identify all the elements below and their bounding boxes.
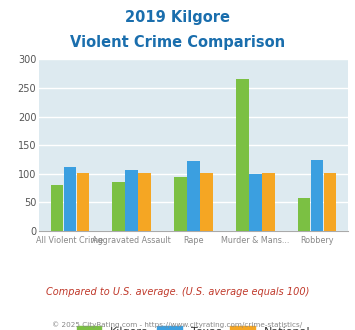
Bar (311, 160, 323, 231)
Text: Compared to U.S. average. (U.S. average equals 100): Compared to U.S. average. (U.S. average … (46, 287, 309, 297)
Bar (51, 185, 63, 231)
Text: Robbery: Robbery (300, 236, 334, 245)
Bar (125, 170, 138, 231)
Bar (64, 167, 76, 231)
Bar (298, 198, 310, 231)
Bar (324, 173, 336, 231)
Bar (138, 173, 151, 231)
Bar (236, 80, 248, 231)
Bar (187, 161, 200, 231)
Text: 2019 Kilgore: 2019 Kilgore (125, 10, 230, 25)
Legend: Kilgore, Texas, National: Kilgore, Texas, National (77, 326, 310, 330)
Text: All Violent Crime: All Violent Crime (36, 236, 104, 245)
Bar (262, 173, 274, 231)
Text: © 2025 CityRating.com - https://www.cityrating.com/crime-statistics/: © 2025 CityRating.com - https://www.city… (53, 322, 302, 328)
Bar (77, 173, 89, 231)
Bar (200, 173, 213, 231)
Bar (174, 177, 187, 231)
Bar (113, 182, 125, 231)
Text: Rape: Rape (183, 236, 204, 245)
Text: Violent Crime Comparison: Violent Crime Comparison (70, 35, 285, 50)
Bar (249, 174, 262, 231)
Text: Murder & Mans...: Murder & Mans... (221, 236, 289, 245)
Text: Aggravated Assault: Aggravated Assault (92, 236, 171, 245)
